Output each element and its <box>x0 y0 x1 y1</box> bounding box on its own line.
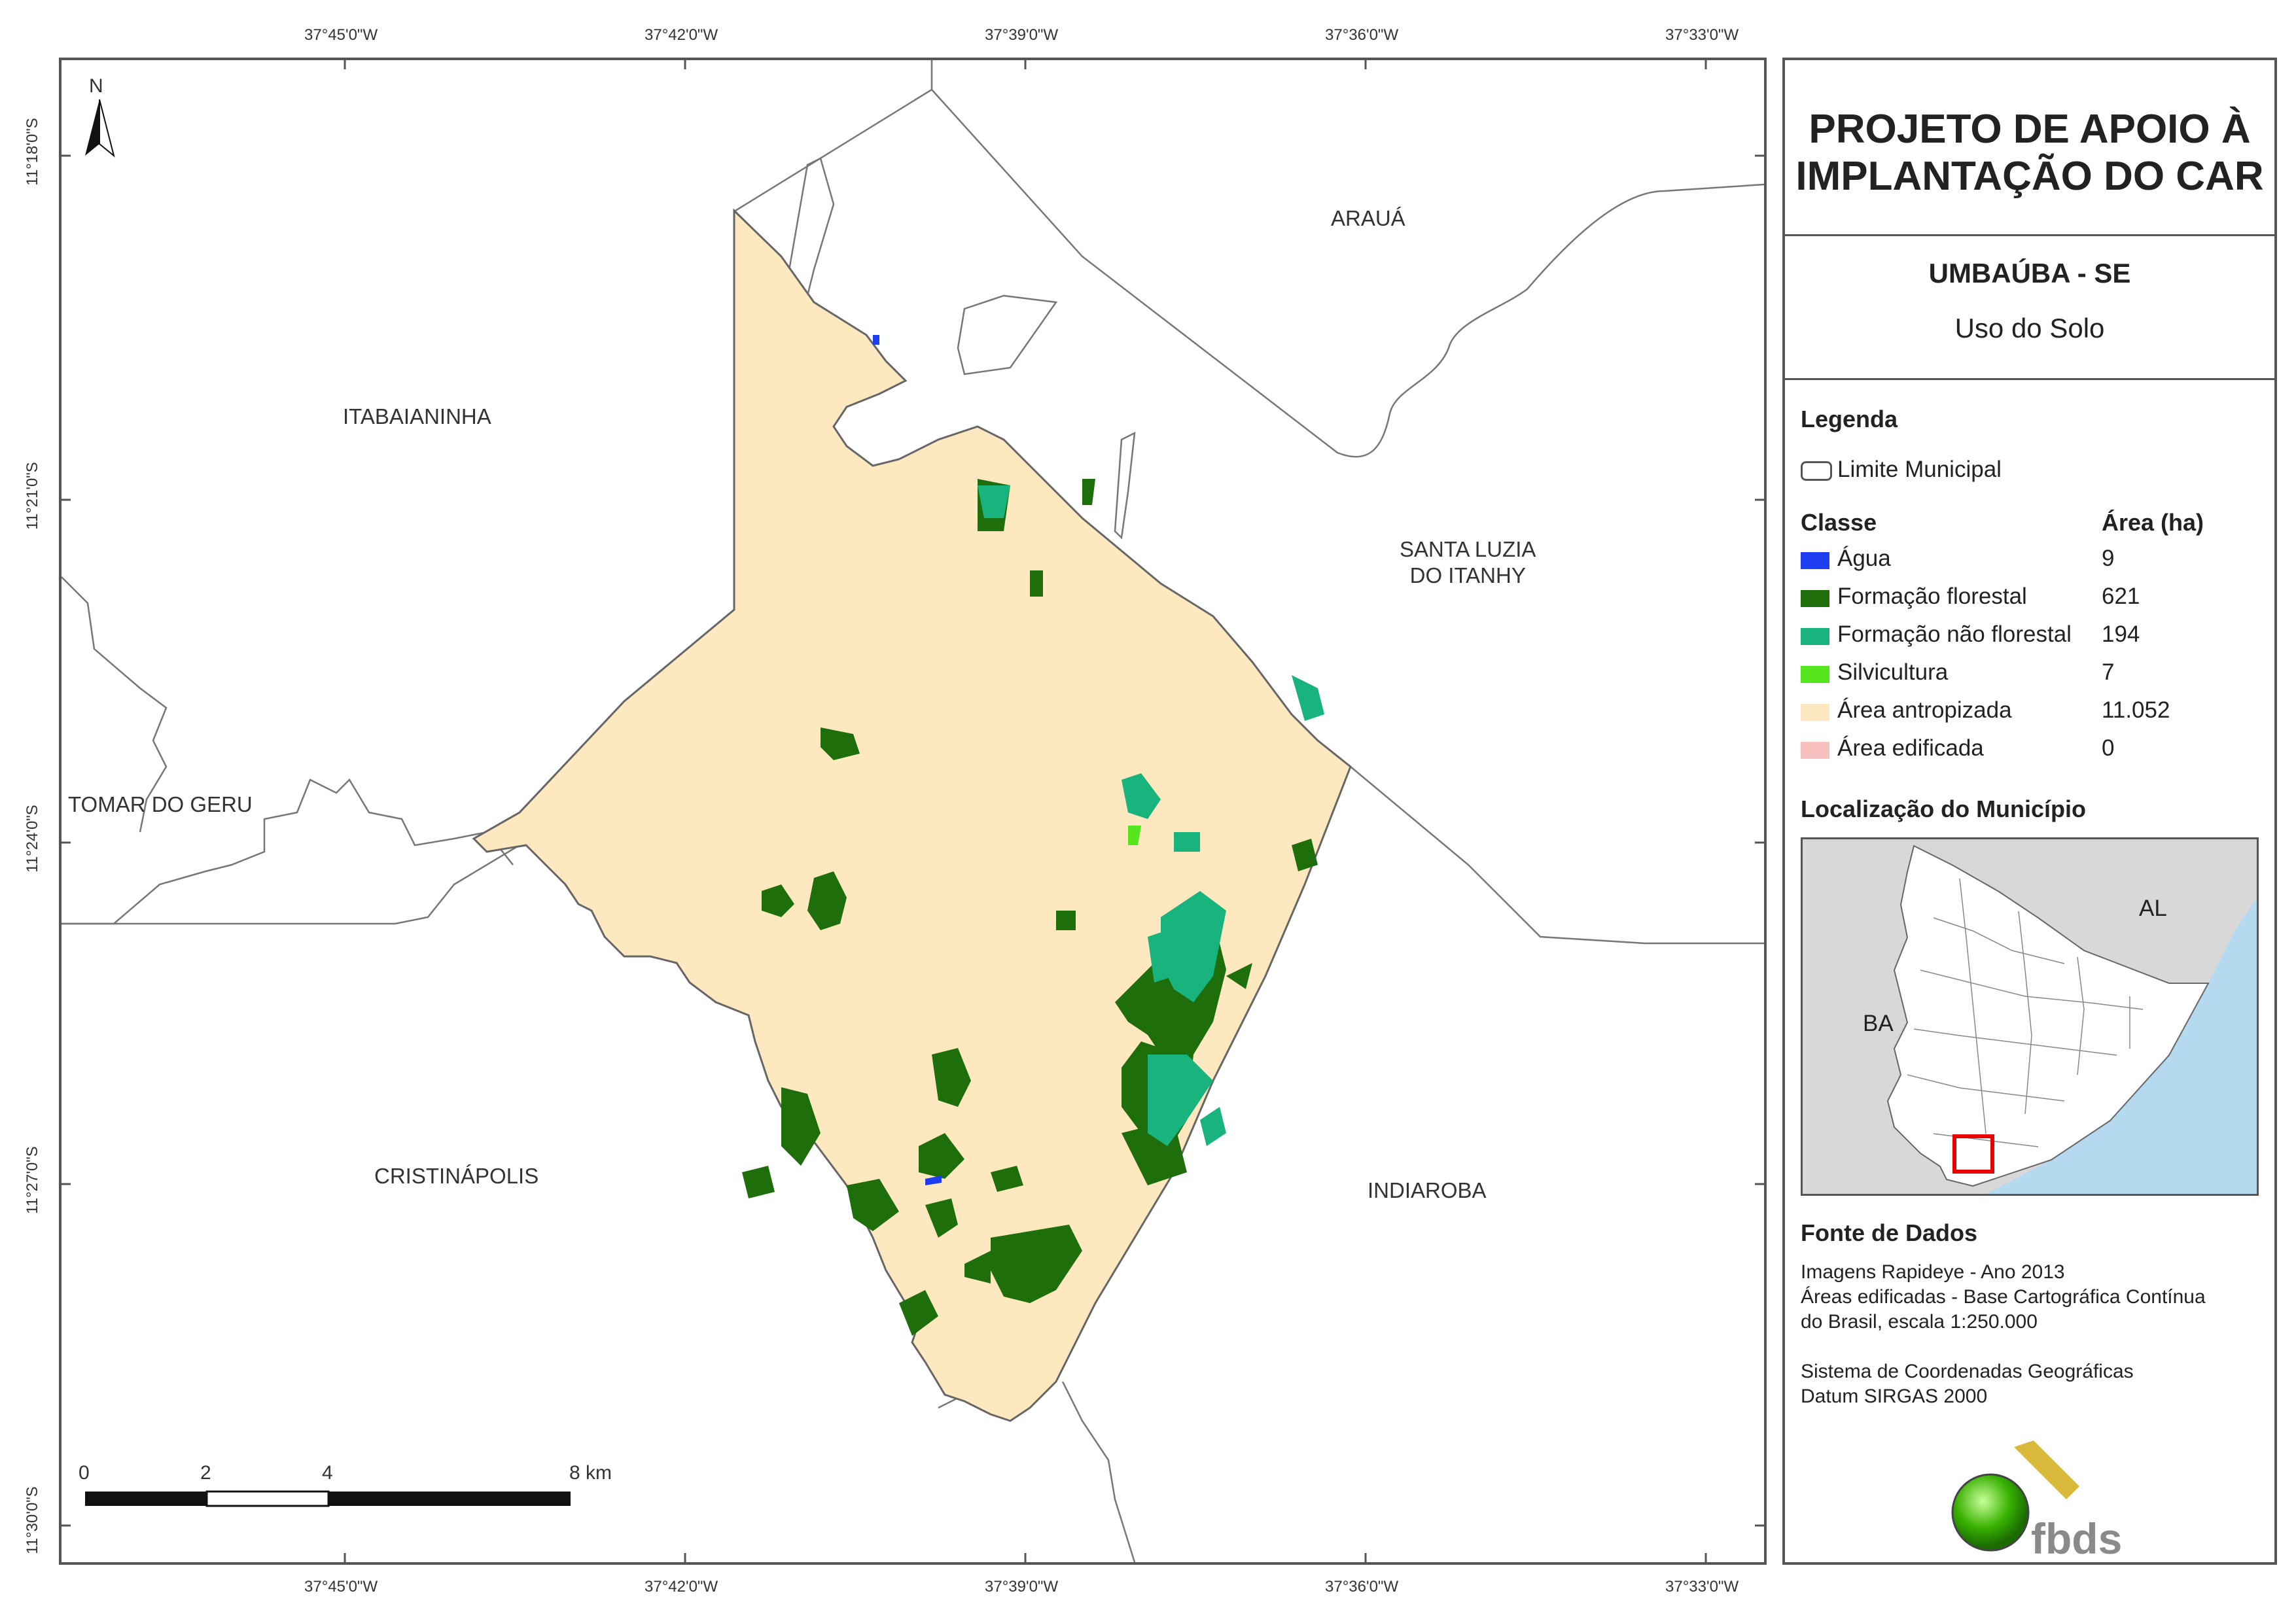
class-label-edificada: Área edificada <box>1837 735 1984 761</box>
location-inset-map <box>1886 845 2257 1194</box>
north-label: N <box>89 75 103 97</box>
class-label-antropizada: Área antropizada <box>1837 697 2012 723</box>
project-title-line2: IMPLANTAÇÃO DO CAR <box>1795 154 2264 199</box>
class-label-nao-florestal: Formação não florestal <box>1837 621 2072 647</box>
ocean-shape <box>1986 898 2257 1194</box>
label-indiaroba: INDIAROBA <box>1368 1178 1487 1202</box>
location-highlight-box <box>1952 1134 1994 1174</box>
lon-tick-top-3: 37°39'0"W <box>985 26 1059 44</box>
label-cristinapolis: CRISTINÁPOLIS <box>374 1164 539 1188</box>
scale-label-8km: 8 km <box>569 1462 612 1484</box>
north-arrow-icon <box>85 99 115 158</box>
label-santa-luzia-line1: SANTA LUZIA <box>1400 537 1536 561</box>
lat-tick-1: 11°18'0"S <box>24 118 41 186</box>
swatch-agua <box>1801 552 1829 569</box>
label-santa-luzia: SANTA LUZIA DO ITANHY <box>1400 536 1536 589</box>
source-line-1: Imagens Rapideye - Ano 2013 <box>1801 1261 2065 1283</box>
lon-tick-bottom-5: 37°33'0"W <box>1665 1578 1739 1596</box>
inset-label-al: AL <box>2139 896 2167 921</box>
lat-tick-4: 11°27'0"S <box>24 1146 41 1214</box>
crs-line-1: Sistema de Coordenadas Geográficas <box>1801 1361 2134 1382</box>
label-tomar-do-geru: TOMAR DO GERU <box>68 792 253 816</box>
project-title-line1: PROJETO DE APOIO À <box>1809 107 2251 152</box>
limit-label: Limite Municipal <box>1837 457 2002 482</box>
lat-tick-2: 11°21'0"S <box>24 462 41 530</box>
swatch-edificada <box>1801 742 1829 759</box>
graticule-ticks <box>62 60 1764 1562</box>
label-itabaianinha: ITABAIANINHA <box>343 404 491 428</box>
label-araua: ARAUÁ <box>1331 206 1405 230</box>
municipality-name: UMBAÚBA - SE <box>1928 258 2131 288</box>
class-area-nao-florestal: 194 <box>2102 621 2140 647</box>
lon-tick-top-2: 37°42'0"W <box>645 26 718 44</box>
lon-tick-top-4: 37°36'0"W <box>1325 26 1399 44</box>
scale-label-0: 0 <box>79 1462 90 1484</box>
non-forest-patches <box>978 485 1324 1146</box>
class-label-silvicultura: Silvicultura <box>1837 659 1949 685</box>
state-shape <box>1886 845 2210 1187</box>
inset-label-ba: BA <box>1863 1011 1894 1036</box>
area-heading: Área (ha) <box>2102 509 2204 536</box>
swatch-silvicultura <box>1801 666 1829 683</box>
lon-tick-bottom-4: 37°36'0"W <box>1325 1578 1399 1596</box>
water-patches <box>873 335 942 1185</box>
class-label-florestal: Formação florestal <box>1837 584 2027 609</box>
map-theme: Uso do Solo <box>1954 313 2105 343</box>
class-area-antropizada: 11.052 <box>2102 697 2170 723</box>
label-santa-luzia-line2: DO ITANHY <box>1409 563 1526 587</box>
limit-swatch <box>1801 461 1832 481</box>
location-heading: Localização do Município <box>1801 795 2087 822</box>
lon-tick-top-5: 37°33'0"W <box>1665 26 1739 44</box>
scale-bar <box>85 1490 571 1507</box>
lon-tick-bottom-1: 37°45'0"W <box>304 1578 378 1596</box>
map-frame: N ARAUÁ ITABAIANINHA SANTA LUZIA DO ITAN… <box>59 58 1767 1565</box>
project-title: PROJETO DE APOIO À IMPLANTAÇÃO DO CAR <box>1785 106 2274 200</box>
lat-tick-5: 11°30'0"S <box>24 1486 41 1554</box>
silviculture-patches <box>1128 826 1141 845</box>
class-label-agua: Água <box>1837 546 1891 571</box>
swatch-florestal <box>1801 590 1829 607</box>
class-heading: Classe <box>1801 509 1877 536</box>
fbds-logo-icon <box>1951 1440 2079 1552</box>
lon-tick-top-1: 37°45'0"W <box>304 26 378 44</box>
crs-line-2: Datum SIRGAS 2000 <box>1801 1386 1988 1407</box>
legend-panel: PROJETO DE APOIO À IMPLANTAÇÃO DO CAR UM… <box>1782 58 2277 1565</box>
swatch-antropizada <box>1801 704 1829 721</box>
class-area-agua: 9 <box>2102 546 2115 571</box>
lon-tick-bottom-2: 37°42'0"W <box>645 1578 718 1596</box>
class-area-edificada: 0 <box>2102 735 2115 761</box>
legend-heading: Legenda <box>1801 406 1898 432</box>
lat-tick-3: 11°24'0"S <box>24 805 41 873</box>
fbds-logo: fbds <box>1942 1440 2138 1563</box>
scale-label-4: 4 <box>322 1462 333 1484</box>
separator-1 <box>1785 234 2274 236</box>
map-canvas <box>62 60 1764 1562</box>
inset-municipal-lines <box>1907 878 2144 1147</box>
source-line-2: Áreas edificadas - Base Cartográfica Con… <box>1801 1286 2206 1308</box>
source-line-3: do Brasil, escala 1:250.000 <box>1801 1311 2038 1333</box>
class-area-florestal: 621 <box>2102 584 2140 609</box>
swatch-nao-florestal <box>1801 628 1829 645</box>
lon-tick-bottom-3: 37°39'0"W <box>985 1578 1059 1596</box>
municipality-polygon <box>472 208 1352 1422</box>
separator-2 <box>1785 378 2274 380</box>
fbds-logo-text: fbds <box>2031 1514 2123 1563</box>
location-inset: AL BA <box>1801 837 2259 1196</box>
source-heading: Fonte de Dados <box>1801 1219 1978 1246</box>
scale-label-2: 2 <box>200 1462 211 1484</box>
class-area-silvicultura: 7 <box>2102 659 2115 685</box>
